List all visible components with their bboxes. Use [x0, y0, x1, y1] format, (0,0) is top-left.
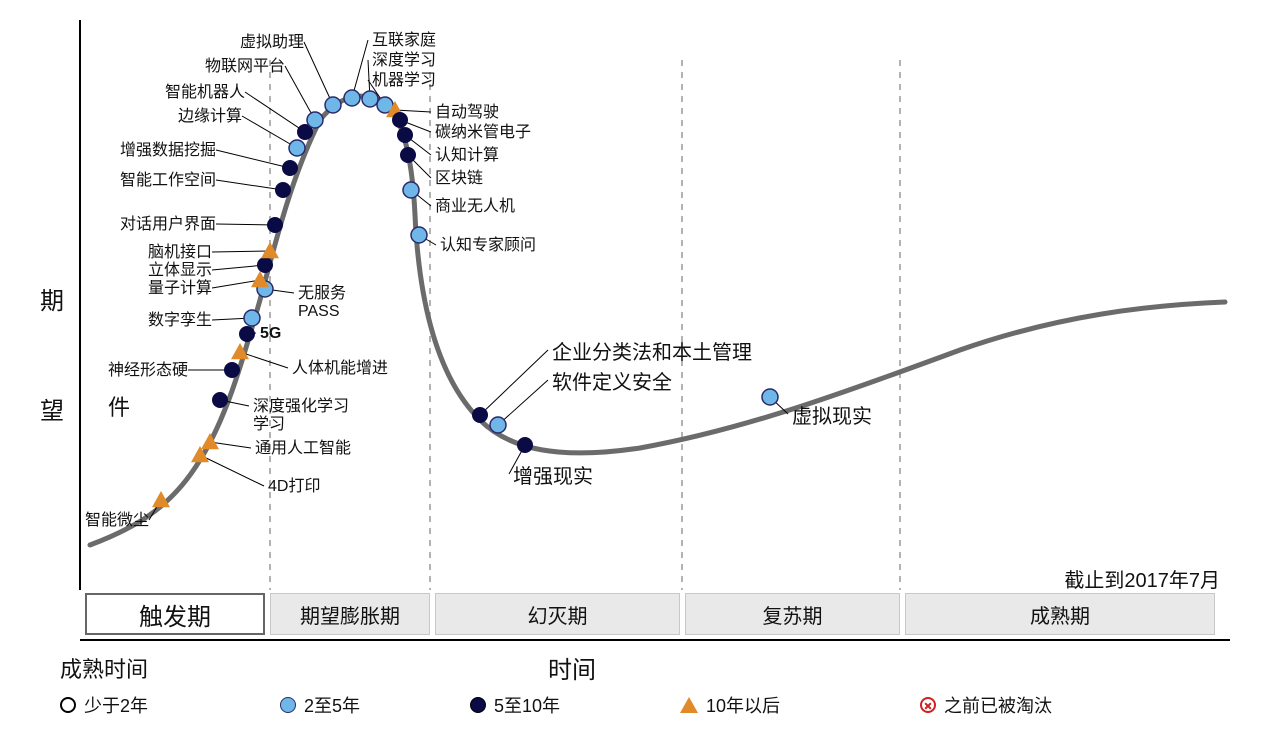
y-axis-label-top: 期	[40, 280, 64, 323]
tech-label: 智能工作空间	[120, 172, 216, 190]
tech-label: 无服务	[298, 285, 346, 303]
legend-marker-light	[280, 697, 296, 713]
tech-label: 边缘计算	[178, 108, 242, 126]
tech-label: 神经形态硬	[108, 362, 188, 380]
legend-label: 5至10年	[494, 692, 560, 718]
tech-label-line2: 学习	[253, 416, 285, 434]
tech-label: 自动驾驶	[435, 104, 499, 122]
tech-label: 量子计算	[148, 280, 212, 298]
phase-box: 幻灭期	[435, 593, 680, 635]
legend-item-2: 5至10年	[470, 692, 560, 718]
legend-label: 2至5年	[304, 692, 360, 718]
legend-item-3: 10年以后	[680, 692, 780, 718]
phase-box: 期望膨胀期	[270, 593, 430, 635]
tech-label: 5G	[260, 325, 281, 343]
legend-marker-hollow	[60, 697, 76, 713]
tech-label: 虚拟现实	[792, 406, 872, 428]
tech-label: 认知计算	[435, 147, 499, 165]
y-axis-label-bottom: 望	[40, 390, 64, 433]
phase-box: 复苏期	[685, 593, 900, 635]
tech-label: 增强现实	[513, 466, 593, 488]
legend-marker-obsolete	[920, 697, 936, 713]
phase-box: 成熟期	[905, 593, 1215, 635]
x-axis-label: 时间	[548, 650, 596, 685]
legend-marker-triangle	[680, 697, 698, 713]
tech-label: 企业分类法和本土管理	[552, 342, 752, 364]
legend-marker-dark	[470, 697, 486, 713]
legend-title: 成熟时间	[60, 652, 148, 684]
tech-label: 区块链	[435, 170, 483, 188]
tech-label: 商业无人机	[435, 198, 515, 216]
tech-label: 机器学习	[372, 72, 436, 90]
legend-item-1: 2至5年	[280, 692, 360, 718]
tech-label: 智能机器人	[165, 84, 245, 102]
tech-label: 增强数据挖掘	[120, 142, 216, 160]
tech-label: 物联网平台	[205, 58, 285, 76]
legend-label: 少于2年	[84, 692, 148, 718]
tech-label: 深度学习	[372, 52, 436, 70]
tech-label: 认知专家顾问	[440, 237, 536, 255]
hype-cycle-chart: 期 望 件 触发期期望膨胀期幻灭期复苏期成熟期 时间 截止到2017年7月 成熟…	[0, 0, 1280, 737]
tech-label: 软件定义安全	[552, 372, 672, 394]
tech-label: 脑机接口	[148, 244, 212, 262]
tech-label: 数字孪生	[148, 312, 212, 330]
tech-label: 虚拟助理	[240, 34, 304, 52]
legend-label: 10年以后	[706, 692, 780, 718]
label-suffix-hardware: 件	[108, 390, 130, 422]
tech-label: 智能微尘	[85, 512, 149, 530]
legend-item-0: 少于2年	[60, 692, 148, 718]
tech-label: 立体显示	[148, 262, 212, 280]
tech-label: 4D打印	[268, 478, 320, 496]
tech-label: 对话用户界面	[120, 216, 216, 234]
legend-label: 之前已被淘汰	[944, 692, 1052, 718]
tech-label-line2: PASS	[298, 303, 340, 321]
tech-label: 互联家庭	[372, 32, 436, 50]
tech-label: 通用人工智能	[255, 440, 351, 458]
as-of-label: 截止到2017年7月	[1064, 564, 1220, 593]
tech-label: 深度强化学习	[253, 398, 349, 416]
tech-label: 人体机能增进	[292, 360, 388, 378]
tech-label: 碳纳米管电子	[435, 124, 531, 142]
phase-box: 触发期	[85, 593, 265, 635]
legend-item-4: 之前已被淘汰	[920, 692, 1052, 718]
